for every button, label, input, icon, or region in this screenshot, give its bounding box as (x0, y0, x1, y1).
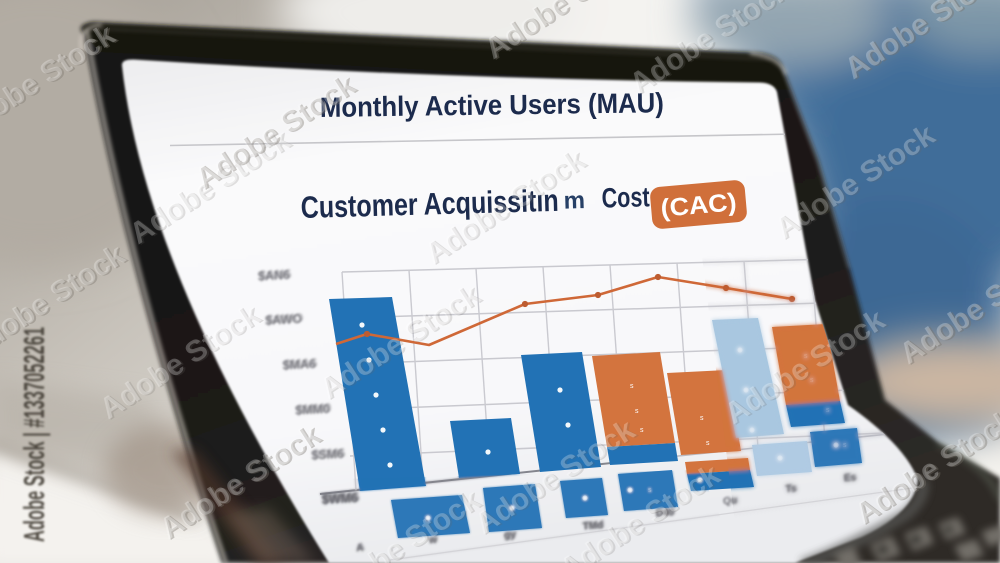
svg-text:$AN6: $AN6 (257, 268, 290, 284)
svg-text:$AWO: $AWO (266, 311, 304, 327)
svg-text:$MM0: $MM0 (296, 401, 331, 417)
svg-text:$AN6: $AN6 (259, 267, 292, 283)
svg-text:$MM0: $MM0 (295, 402, 330, 418)
svg-text:s: s (630, 383, 634, 390)
svg-text:m: m (563, 187, 585, 215)
svg-text:$AWO: $AWO (265, 312, 303, 328)
svg-text:s: s (640, 427, 644, 434)
svg-text:Qu: Qu (724, 494, 739, 506)
svg-text:$MA6: $MA6 (282, 357, 316, 373)
svg-text:s: s (635, 408, 639, 415)
svg-text:s: s (706, 440, 710, 447)
svg-text:Monthly Active Users (MAU): Monthly Active Users (MAU) (320, 87, 664, 123)
svg-text:$SM6: $SM6 (311, 447, 344, 463)
svg-text:$SM6: $SM6 (313, 446, 346, 462)
svg-text:(CAC): (CAC) (660, 188, 738, 223)
svg-text:$MA6: $MA6 (284, 356, 318, 372)
svg-text:Customer Acquissitın: Customer Acquissitın (300, 183, 559, 225)
svg-text:s: s (700, 415, 704, 422)
svg-text:Adobe Stock | #1337052261: Adobe Stock | #1337052261 (19, 327, 51, 542)
svg-text:Cost: Cost (601, 181, 650, 213)
svg-text:Qu: Qu (723, 496, 738, 508)
